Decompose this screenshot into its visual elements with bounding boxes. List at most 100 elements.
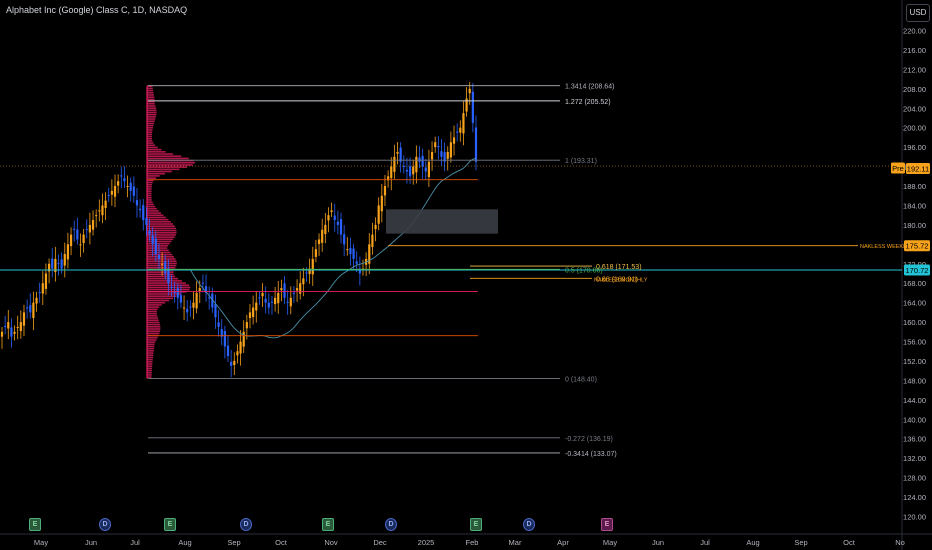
volume-profile-bar: [147, 240, 172, 243]
candle-body: [327, 215, 330, 221]
candle-body: [377, 205, 380, 224]
candle-body: [98, 210, 101, 212]
price-tick-label: 160.00: [903, 318, 926, 327]
candle-body: [355, 261, 358, 264]
candle-body: [242, 331, 245, 347]
volume-profile-bar: [147, 126, 153, 129]
volume-profile-bar: [147, 157, 189, 160]
price-tick-label: 172.00: [903, 260, 926, 269]
earnings-event-badge[interactable]: E: [164, 518, 176, 531]
volume-profile-bar: [147, 155, 182, 158]
volume-profile-bar: [147, 170, 172, 173]
price-tick-label: 188.00: [903, 182, 926, 191]
candle-body: [459, 127, 462, 133]
dividend-event-badge[interactable]: D: [240, 518, 252, 531]
time-tick-label: Sep: [794, 538, 807, 547]
candle-body: [412, 166, 415, 175]
earnings-event-badge[interactable]: E: [322, 518, 334, 531]
candle-body: [220, 329, 223, 337]
candle-body: [399, 147, 402, 162]
earnings-event-badge[interactable]: E: [470, 518, 482, 531]
candle-body: [195, 292, 198, 309]
candle-body: [170, 286, 173, 289]
volume-profile-bar: [147, 116, 156, 118]
candle-body: [280, 288, 283, 291]
candle-body: [223, 331, 226, 347]
volume-profile-bar: [147, 214, 164, 217]
candle-body: [189, 306, 192, 308]
earnings-event-badge[interactable]: E: [601, 518, 613, 531]
price-tick-label: 208.00: [903, 85, 926, 94]
volume-profile-bar: [147, 164, 193, 166]
volume-profile-bar: [147, 317, 159, 319]
volume-profile-bar: [147, 177, 157, 179]
candle-body: [139, 208, 142, 211]
candle-body: [330, 210, 333, 213]
currency-button[interactable]: USD: [906, 4, 930, 22]
volume-profile-bar: [147, 111, 157, 114]
volume-profile-bar: [147, 161, 196, 164]
candle-body: [154, 238, 157, 255]
price-tick-label: 152.00: [903, 357, 926, 366]
volume-profile-bar: [147, 229, 177, 232]
volume-profile-bar: [147, 238, 174, 241]
cyan-level-price-label-bg: [904, 264, 930, 276]
volume-profile-bar: [147, 275, 176, 278]
candle-body: [380, 195, 383, 212]
volume-profile-bar: [147, 245, 168, 247]
price-tick-label: 216.00: [903, 46, 926, 55]
candle-body: [352, 248, 355, 259]
volume-profile-bar: [147, 203, 154, 206]
volume-profile-bar: [147, 96, 155, 98]
candle-body: [245, 322, 248, 329]
candle-body: [430, 152, 434, 160]
fib-level-label: -0.272 (136.19): [565, 436, 613, 443]
nakless-weekly-price-label-bg: [904, 240, 930, 252]
volume-profile-bar: [147, 205, 156, 208]
time-tick-label: Aug: [178, 538, 191, 547]
fib-level-label: 0 (148.40): [565, 376, 597, 383]
dividend-event-badge[interactable]: D: [523, 518, 535, 531]
volume-profile-bar: [147, 186, 152, 188]
volume-profile-bar: [147, 223, 174, 225]
premarket-label-bg: [891, 162, 905, 174]
volume-profile-bar: [147, 358, 153, 361]
candle-body: [233, 360, 236, 366]
time-tick-label: Jul: [700, 538, 710, 547]
candle-body: [393, 156, 396, 172]
candle-body: [208, 297, 211, 299]
dividend-event-badge[interactable]: D: [385, 518, 397, 531]
dividend-event-badge[interactable]: D: [99, 518, 111, 531]
candle-body: [465, 98, 468, 112]
candle-body: [415, 156, 418, 173]
volume-profile-bar: [147, 89, 154, 92]
candle-body: [226, 345, 230, 357]
candle-body: [142, 205, 145, 221]
volume-profile-bar: [147, 367, 153, 370]
candle-body: [462, 113, 465, 134]
candle-body: [76, 229, 79, 240]
volume-profile-bar: [147, 87, 153, 90]
earnings-event-badge[interactable]: E: [29, 518, 41, 531]
candle-body: [317, 239, 321, 245]
volume-profile-bar: [147, 124, 154, 127]
volume-profile-bar: [147, 360, 153, 363]
volume-profile-bar: [147, 129, 153, 131]
volume-profile-bar: [147, 231, 177, 234]
volume-profile-bar: [147, 304, 162, 306]
volume-profile-bar: [147, 371, 152, 374]
candle-body: [167, 268, 170, 284]
volume-profile-bar: [147, 133, 152, 136]
candle-body: [160, 263, 164, 265]
volume-profile-bar: [147, 218, 169, 221]
candle-body: [186, 308, 189, 313]
price-tick-label: 128.00: [903, 474, 926, 483]
candle-body: [324, 224, 327, 235]
volume-profile-bar: [147, 277, 179, 280]
volume-profile-bar: [147, 350, 154, 352]
fib-level-label: -0.3414 (133.07): [565, 451, 617, 458]
candle-body: [396, 152, 399, 154]
time-tick-label: Sep: [227, 538, 240, 547]
candle-body: [405, 169, 409, 172]
